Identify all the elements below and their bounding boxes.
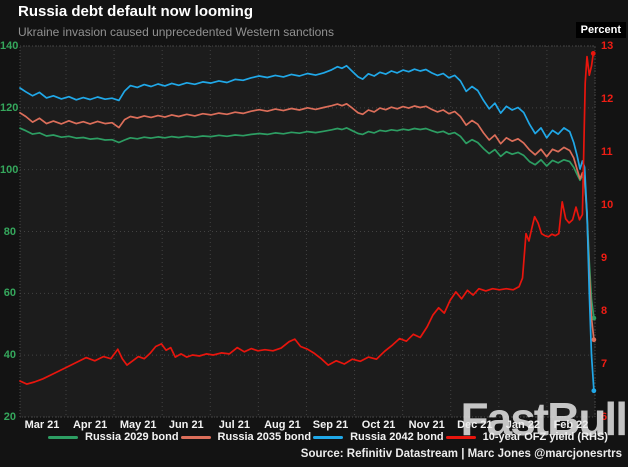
legend-label: 10-year OFZ yield (RHS) xyxy=(482,431,608,443)
page-title: Russia debt default now looming xyxy=(18,3,254,20)
legend-swatch-icon xyxy=(48,435,78,439)
right-axis-tick: 10 xyxy=(601,199,614,211)
left-axis-tick: 120 xyxy=(0,101,19,114)
chart-legend: Russia 2029 bond Russia 2035 bond Russia 2… xyxy=(48,431,608,443)
right-axis-tick: 9 xyxy=(601,252,608,264)
right-axis-tick: 7 xyxy=(601,358,608,370)
legend-swatch-icon xyxy=(180,435,211,439)
right-axis-tick: 8 xyxy=(601,305,608,317)
page-subtitle: Ukraine invasion caused unprecedented We… xyxy=(18,25,334,39)
x-axis-tick: Jun 21 xyxy=(168,419,204,431)
legend-label: Russia 2042 bond xyxy=(350,431,444,443)
x-axis-tick: Feb 22 xyxy=(553,419,589,431)
left-axis-tick: 40 xyxy=(3,349,16,362)
legend-item: 10-year OFZ yield (RHS) xyxy=(445,431,608,443)
left-axis-tick: 140 xyxy=(0,40,19,52)
x-axis-tick: Nov 21 xyxy=(408,419,445,431)
x-axis-tick: Jul 21 xyxy=(218,419,250,431)
legend-item: Russia 2035 bond xyxy=(180,431,312,443)
left-axis-tick: 100 xyxy=(0,163,19,176)
left-axis-tick: 20 xyxy=(3,411,16,423)
legend-label: Russia 2029 bond xyxy=(85,431,179,443)
legend-item: Russia 2029 bond xyxy=(48,431,179,443)
right-axis-tick: 13 xyxy=(601,40,614,52)
source-attribution: Source: Refinitiv Datastream | Marc Jone… xyxy=(300,448,622,460)
right-axis-tick: 11 xyxy=(601,146,613,158)
x-axis-tick: Dec 21 xyxy=(457,419,493,431)
unit-badge: Percent xyxy=(575,22,626,38)
legend-item: Russia 2042 bond xyxy=(313,431,444,443)
left-axis-tick: 80 xyxy=(3,225,16,238)
x-axis-tick: Jan 22 xyxy=(505,419,541,431)
legend-label: Russia 2035 bond xyxy=(217,431,312,443)
left-axis-tick: 60 xyxy=(3,287,16,300)
x-axis-tick: May 21 xyxy=(119,419,157,431)
x-axis-tick: Mar 21 xyxy=(24,419,60,431)
legend-swatch-icon xyxy=(313,435,344,439)
x-axis-tick: Sep 21 xyxy=(312,419,349,431)
right-axis-tick: 6 xyxy=(601,411,608,423)
right-axis-tick: 12 xyxy=(601,93,614,105)
legend-swatch-icon xyxy=(445,435,476,439)
x-axis-tick: Oct 21 xyxy=(361,419,396,431)
x-axis-tick: Apr 21 xyxy=(72,419,108,431)
x-axis-tick: Aug 21 xyxy=(264,419,301,431)
